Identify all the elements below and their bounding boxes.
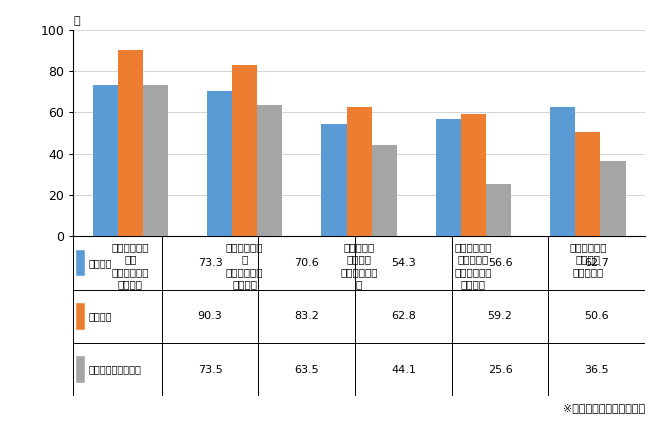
- Text: 中高女子: 中高女子: [88, 311, 112, 321]
- Text: 59.2: 59.2: [487, 311, 513, 321]
- Bar: [321, 124, 346, 236]
- Bar: [76, 303, 84, 330]
- Bar: [118, 50, 143, 236]
- Bar: [600, 161, 626, 236]
- Text: 56.6: 56.6: [487, 258, 513, 268]
- Text: 63.5: 63.5: [295, 365, 319, 374]
- Bar: [207, 91, 232, 236]
- Text: 44.1: 44.1: [391, 365, 416, 374]
- Text: サイバーパトロール: サイバーパトロール: [88, 365, 141, 374]
- Text: 83.2: 83.2: [295, 311, 319, 321]
- Text: ％: ％: [73, 16, 80, 26]
- Bar: [76, 356, 84, 383]
- Bar: [461, 114, 486, 236]
- Bar: [346, 106, 372, 236]
- Bar: [486, 184, 511, 236]
- Text: 73.3: 73.3: [198, 258, 223, 268]
- Text: 62.7: 62.7: [585, 258, 609, 268]
- Text: 中高男子: 中高男子: [88, 258, 112, 268]
- Text: 36.5: 36.5: [585, 365, 609, 374]
- Text: 50.6: 50.6: [585, 311, 609, 321]
- Text: 70.6: 70.6: [295, 258, 319, 268]
- Bar: [232, 64, 257, 236]
- Bar: [550, 107, 575, 236]
- Bar: [92, 85, 118, 236]
- Bar: [143, 85, 168, 236]
- Text: ※「危ない」と答えた割合: ※「危ない」と答えた割合: [563, 403, 645, 413]
- Text: 73.5: 73.5: [198, 365, 223, 374]
- Bar: [257, 105, 283, 236]
- Text: 62.8: 62.8: [391, 311, 416, 321]
- Text: 90.3: 90.3: [198, 311, 223, 321]
- Bar: [372, 145, 397, 236]
- Bar: [436, 119, 461, 236]
- Text: 25.6: 25.6: [487, 365, 513, 374]
- Bar: [575, 132, 600, 236]
- Text: 54.3: 54.3: [391, 258, 416, 268]
- Bar: [76, 250, 84, 276]
